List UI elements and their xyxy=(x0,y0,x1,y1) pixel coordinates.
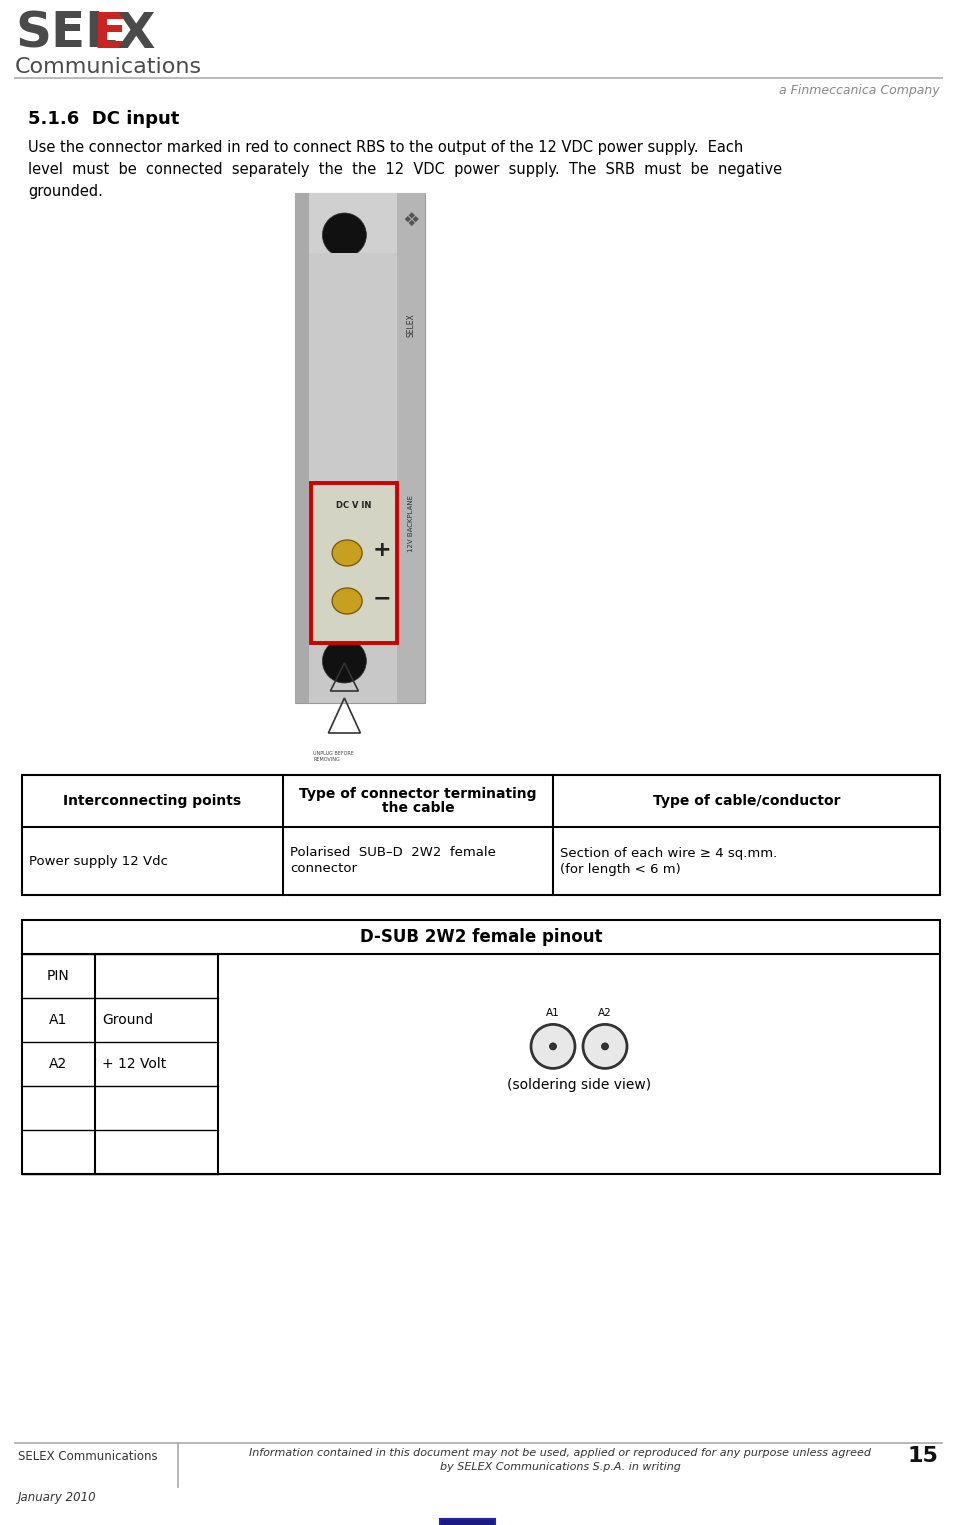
Text: SELEX: SELEX xyxy=(406,313,416,337)
Text: A1: A1 xyxy=(49,1013,68,1026)
Bar xyxy=(22,920,940,1174)
Text: Ground: Ground xyxy=(102,1013,154,1026)
Bar xyxy=(22,775,940,895)
Text: January 2010: January 2010 xyxy=(18,1491,97,1504)
Text: a Finmeccanica Company: a Finmeccanica Company xyxy=(780,84,940,98)
Text: Interconnecting points: Interconnecting points xyxy=(63,795,242,808)
Ellipse shape xyxy=(332,589,362,615)
Text: A2: A2 xyxy=(598,1008,612,1019)
Text: Type of cable/conductor: Type of cable/conductor xyxy=(653,795,840,808)
Text: D-SUB 2W2 female pinout: D-SUB 2W2 female pinout xyxy=(360,929,602,946)
Text: 5.1.6  DC input: 5.1.6 DC input xyxy=(28,110,180,128)
Bar xyxy=(295,194,425,703)
Ellipse shape xyxy=(602,1043,609,1049)
Bar xyxy=(397,194,425,703)
Text: Communications: Communications xyxy=(15,56,203,76)
Text: Information contained in this document may not be used, applied or reproduced fo: Information contained in this document m… xyxy=(249,1449,871,1458)
Bar xyxy=(440,1519,495,1525)
Bar xyxy=(295,194,309,703)
Text: 12V BACKPLANE: 12V BACKPLANE xyxy=(408,494,414,552)
Text: Type of connector terminating: Type of connector terminating xyxy=(300,787,537,801)
Bar xyxy=(309,253,397,644)
Text: by SELEX Communications S.p.A. in writing: by SELEX Communications S.p.A. in writin… xyxy=(440,1462,681,1472)
Text: (soldering side view): (soldering side view) xyxy=(507,1078,651,1092)
Bar xyxy=(295,194,397,288)
Text: (for length < 6 m): (for length < 6 m) xyxy=(560,863,681,875)
Text: Use the connector marked in red to connect RBS to the output of the 12 VDC power: Use the connector marked in red to conne… xyxy=(28,140,743,156)
Text: +: + xyxy=(372,540,391,560)
Text: UNPLUG BEFORE
REMOVING: UNPLUG BEFORE REMOVING xyxy=(313,750,354,762)
Ellipse shape xyxy=(323,214,367,258)
Text: SEL: SEL xyxy=(15,11,117,58)
Ellipse shape xyxy=(549,1043,557,1049)
Text: −: − xyxy=(372,589,391,608)
Text: A2: A2 xyxy=(49,1057,67,1071)
Ellipse shape xyxy=(531,1025,575,1069)
Text: 15: 15 xyxy=(907,1446,938,1466)
Text: + 12 Volt: + 12 Volt xyxy=(102,1057,166,1071)
Text: Section of each wire ≥ 4 sq.mm.: Section of each wire ≥ 4 sq.mm. xyxy=(560,846,778,860)
Text: X: X xyxy=(116,11,155,58)
Ellipse shape xyxy=(323,639,367,683)
Text: Polarised  SUB–D  2W2  female: Polarised SUB–D 2W2 female xyxy=(290,846,496,860)
Ellipse shape xyxy=(583,1025,627,1069)
Text: A1: A1 xyxy=(546,1008,560,1019)
Text: connector: connector xyxy=(290,863,357,875)
Text: SELEX Communications: SELEX Communications xyxy=(18,1450,157,1462)
Bar xyxy=(311,483,397,644)
Text: level  must  be  connected  separately  the  the  12  VDC  power  supply.  The  : level must be connected separately the t… xyxy=(28,162,782,177)
Ellipse shape xyxy=(332,540,362,566)
Text: grounded.: grounded. xyxy=(28,185,103,198)
Text: ❖: ❖ xyxy=(402,210,420,230)
Text: Power supply 12 Vdc: Power supply 12 Vdc xyxy=(29,854,168,868)
Text: the cable: the cable xyxy=(382,801,454,814)
Text: DC V IN: DC V IN xyxy=(336,502,372,509)
Text: PIN: PIN xyxy=(47,968,70,984)
Text: E: E xyxy=(92,11,126,58)
